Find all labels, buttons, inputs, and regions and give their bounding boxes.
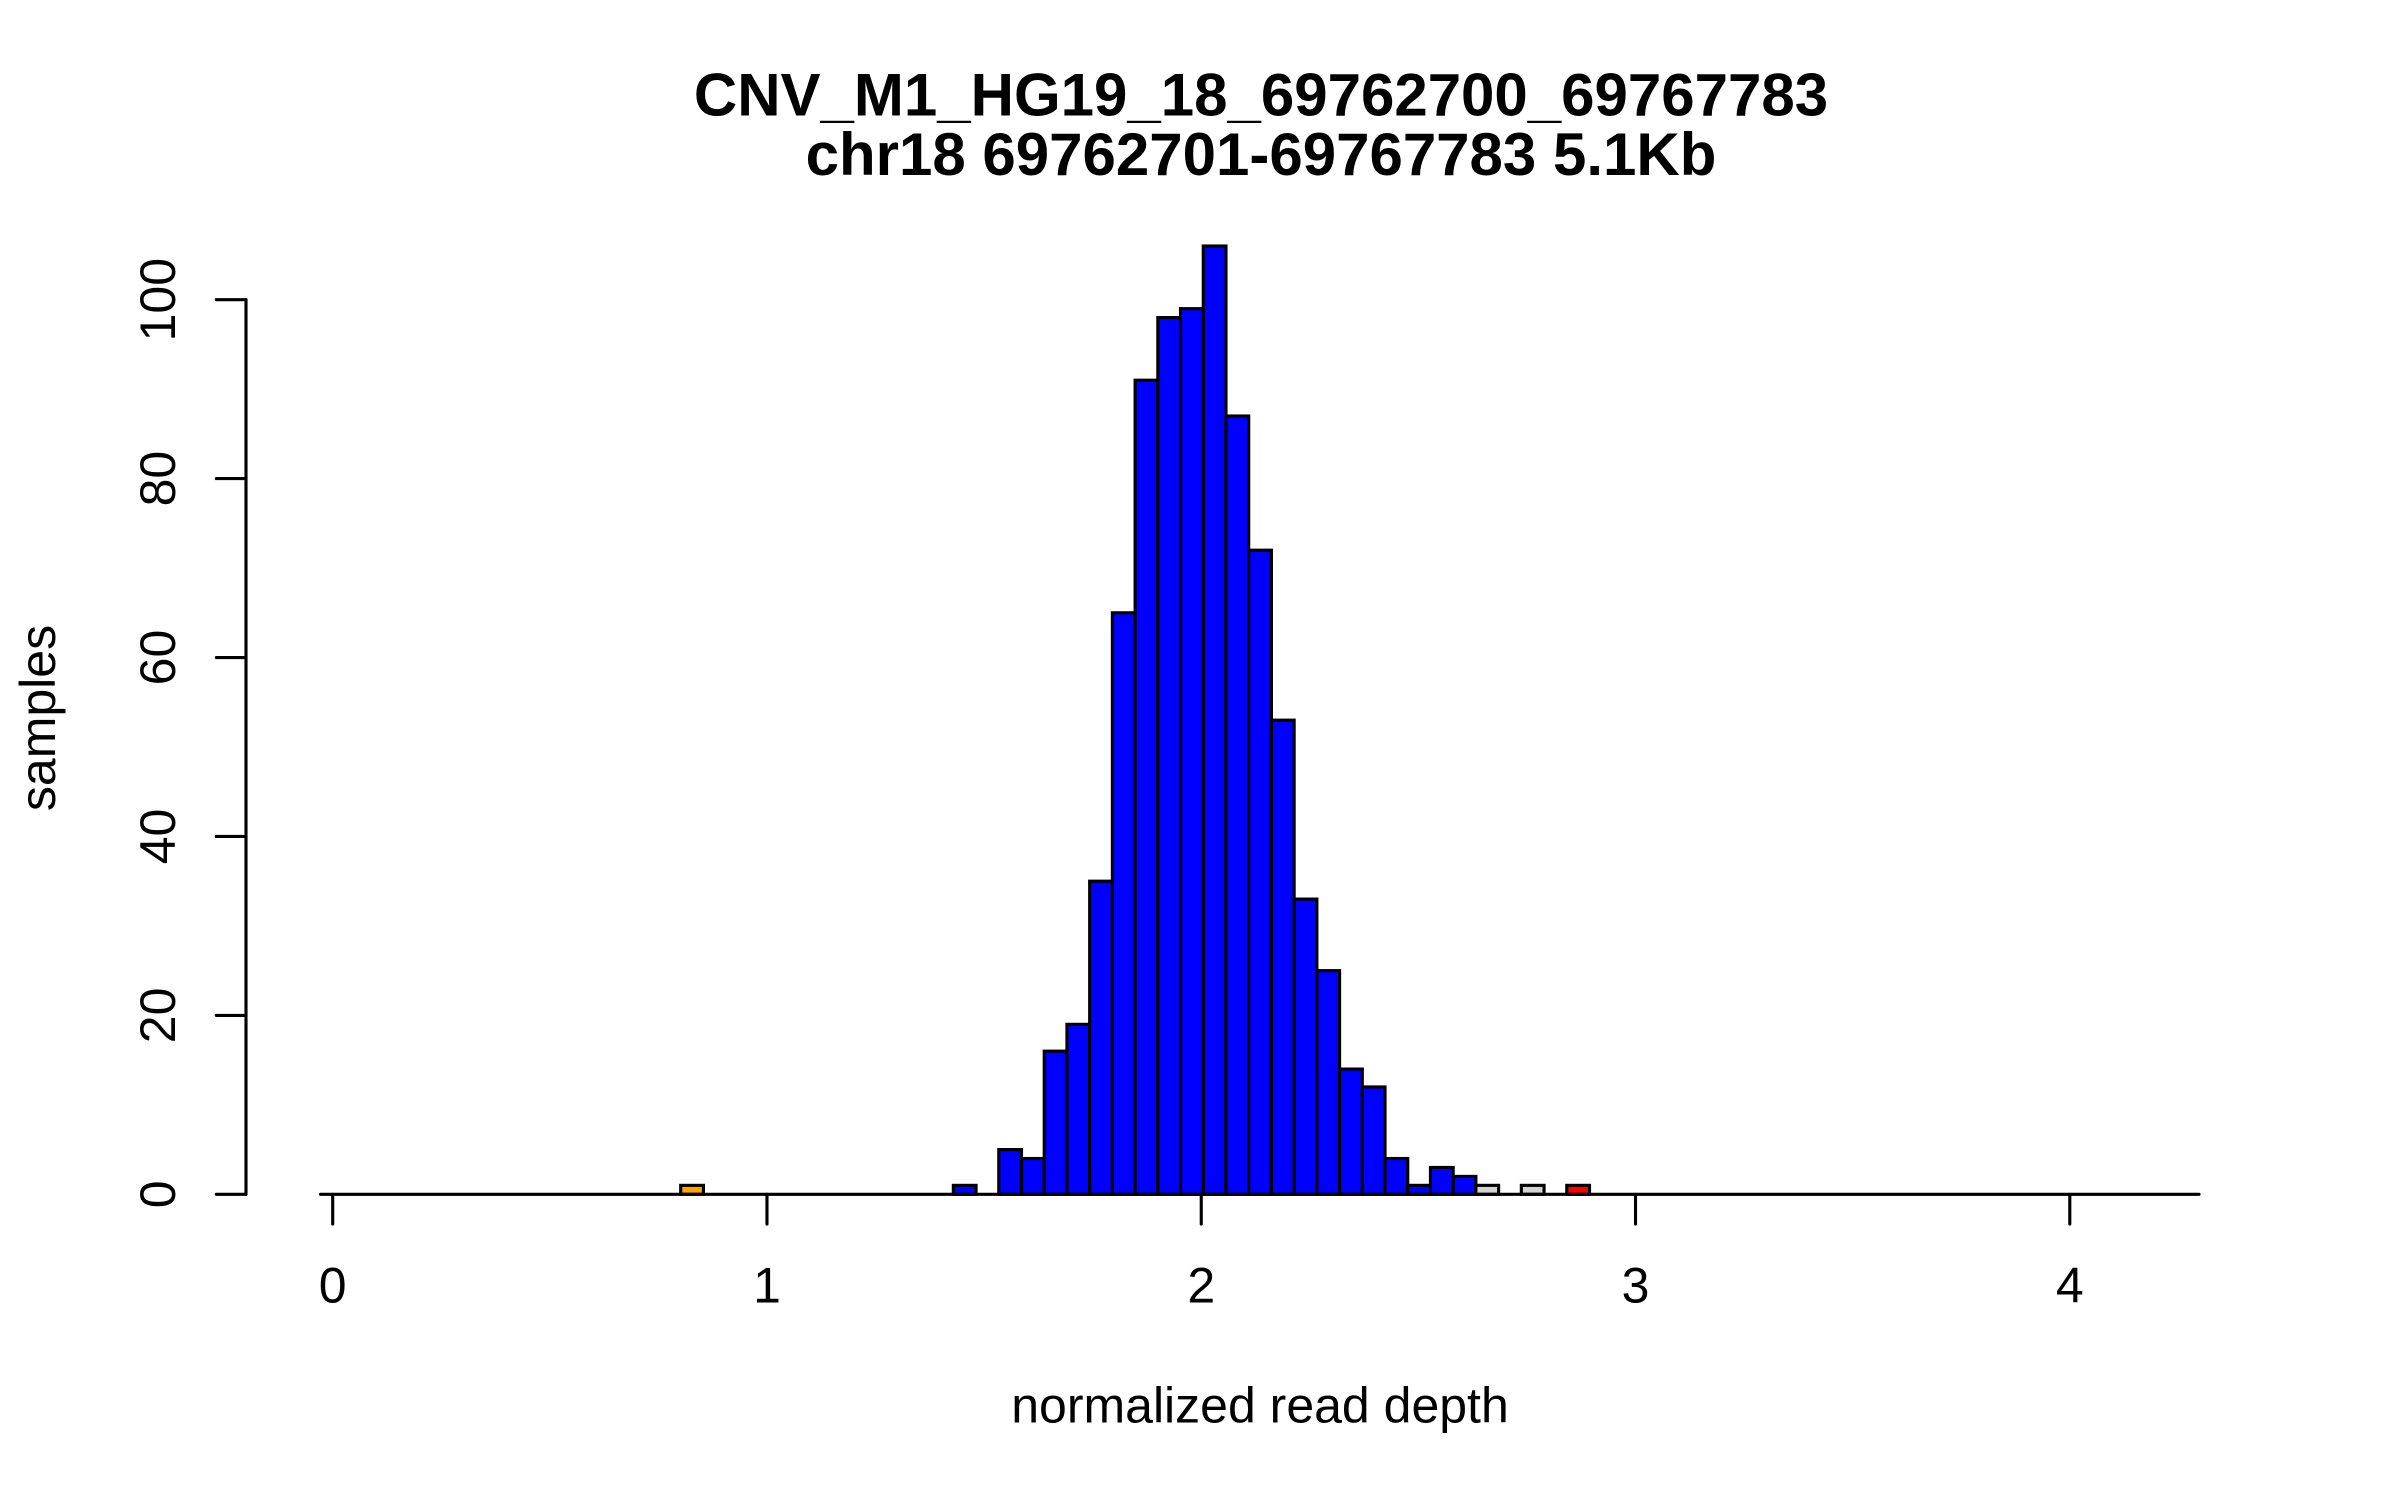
svg-text:chr18 69762701-69767783 5.1Kb: chr18 69762701-69767783 5.1Kb [806, 121, 1717, 188]
svg-text:2: 2 [1187, 1258, 1215, 1314]
svg-text:4: 4 [2056, 1258, 2084, 1314]
svg-text:40: 40 [130, 809, 186, 865]
svg-text:100: 100 [130, 258, 186, 341]
svg-text:0: 0 [319, 1258, 347, 1314]
svg-text:normalized read depth: normalized read depth [1011, 1378, 1509, 1434]
svg-text:0: 0 [130, 1180, 186, 1208]
svg-text:20: 20 [130, 988, 186, 1044]
svg-text:1: 1 [753, 1258, 781, 1314]
svg-text:CNV_M1_HG19_18_69762700_697677: CNV_M1_HG19_18_69762700_69767783 [694, 62, 1828, 129]
svg-text:60: 60 [130, 630, 186, 686]
svg-text:samples: samples [10, 625, 66, 811]
svg-text:3: 3 [1622, 1258, 1650, 1314]
svg-text:80: 80 [130, 451, 186, 507]
